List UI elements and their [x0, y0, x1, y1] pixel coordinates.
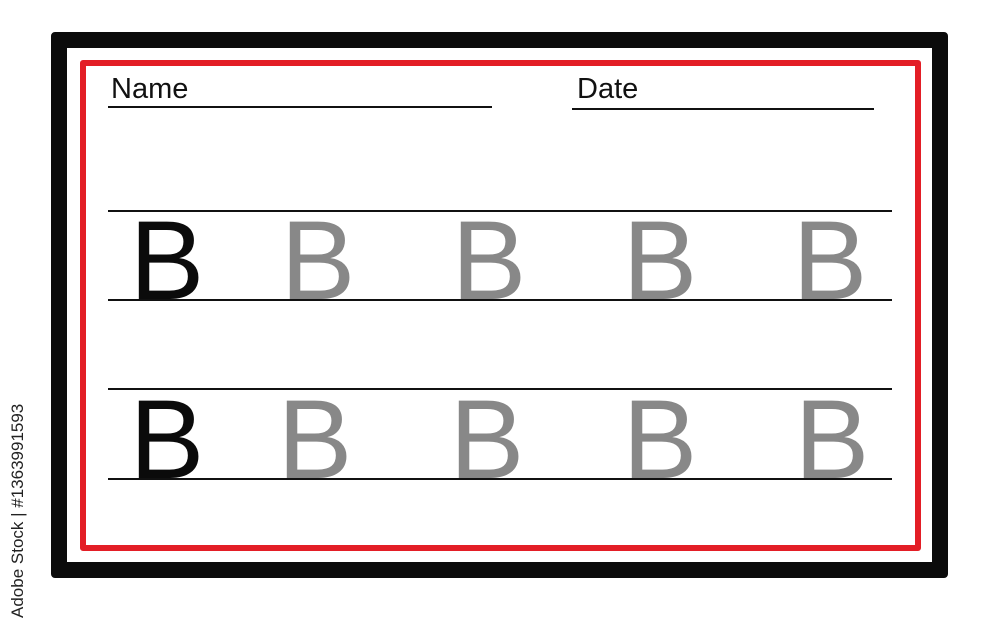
trace-letter: B [622, 377, 698, 502]
trace-letter: B [449, 377, 525, 502]
trace-letter: B [451, 198, 527, 323]
model-letter: B [129, 198, 205, 323]
stock-watermark: Adobe Stock | #1363991593 [8, 403, 27, 618]
row2-bottom-line [108, 478, 892, 480]
row1-bottom-line [108, 299, 892, 301]
trace-letter: B [277, 377, 353, 502]
trace-letter: B [622, 198, 698, 323]
row1-top-line [108, 210, 892, 212]
inner-red-frame [80, 60, 921, 551]
name-line[interactable] [108, 106, 492, 108]
trace-letter: B [794, 377, 870, 502]
name-label: Name [111, 73, 189, 105]
model-letter: B [129, 377, 205, 502]
row2-top-line [108, 388, 892, 390]
trace-letter: B [280, 198, 356, 323]
trace-letter: B [792, 198, 868, 323]
date-label: Date [577, 73, 639, 105]
date-line[interactable] [572, 108, 874, 110]
outer-frame [51, 32, 948, 578]
